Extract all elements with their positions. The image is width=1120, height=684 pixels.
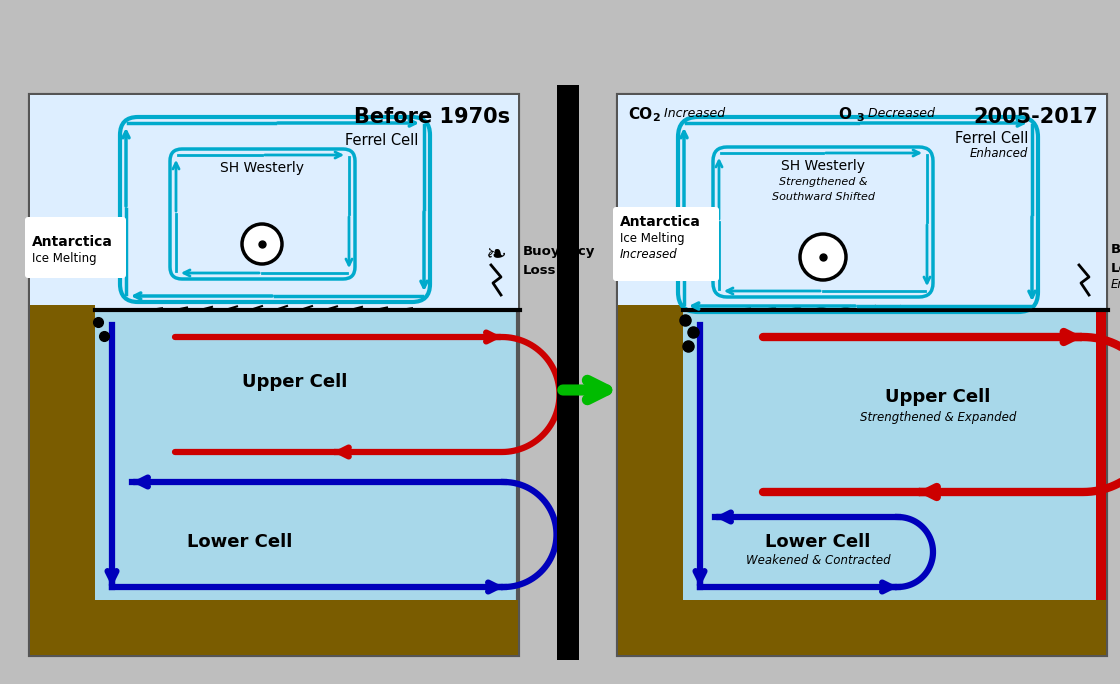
Text: Upper Cell: Upper Cell bbox=[885, 388, 991, 406]
Text: SH Westerly: SH Westerly bbox=[220, 161, 304, 175]
Text: Increased: Increased bbox=[620, 248, 678, 261]
FancyBboxPatch shape bbox=[170, 149, 355, 279]
Text: SH Westerly: SH Westerly bbox=[781, 159, 865, 173]
Text: CO: CO bbox=[628, 107, 652, 122]
Text: Before 1970s: Before 1970s bbox=[354, 107, 510, 127]
Bar bbox=[30, 305, 95, 605]
Bar bbox=[618, 305, 683, 605]
FancyBboxPatch shape bbox=[120, 117, 430, 302]
Text: Loss: Loss bbox=[523, 263, 557, 276]
Text: Upper Cell: Upper Cell bbox=[242, 373, 347, 391]
Text: Ferrel Cell: Ferrel Cell bbox=[954, 131, 1028, 146]
Circle shape bbox=[800, 234, 846, 280]
Text: Strengthened & Expanded: Strengthened & Expanded bbox=[860, 410, 1016, 423]
Text: Ice Melting: Ice Melting bbox=[620, 232, 684, 245]
Text: ❧: ❧ bbox=[485, 243, 506, 267]
FancyBboxPatch shape bbox=[613, 207, 719, 281]
Bar bbox=[30, 600, 517, 655]
Text: Antarctica: Antarctica bbox=[32, 235, 113, 249]
Text: Lower Cell: Lower Cell bbox=[765, 533, 870, 551]
Bar bbox=[618, 95, 1105, 655]
Text: Strengthened &: Strengthened & bbox=[778, 177, 867, 187]
Text: 3: 3 bbox=[856, 113, 864, 123]
Bar bbox=[30, 95, 517, 310]
Text: Ferrel Cell: Ferrel Cell bbox=[345, 133, 418, 148]
Text: Enhanced: Enhanced bbox=[1111, 278, 1120, 291]
Text: Buoyancy: Buoyancy bbox=[523, 246, 596, 259]
Text: Enhanced: Enhanced bbox=[970, 147, 1028, 160]
FancyBboxPatch shape bbox=[25, 217, 125, 278]
Circle shape bbox=[242, 224, 282, 264]
Bar bbox=[618, 600, 1105, 655]
Text: Antarctica: Antarctica bbox=[620, 215, 701, 229]
Text: Southward Shifted: Southward Shifted bbox=[772, 192, 875, 202]
Bar bbox=[618, 95, 1105, 310]
Text: Buoyancy: Buoyancy bbox=[1111, 244, 1120, 256]
FancyBboxPatch shape bbox=[713, 147, 933, 297]
Bar bbox=[1096, 310, 1105, 600]
Text: Decreased: Decreased bbox=[864, 107, 935, 120]
FancyBboxPatch shape bbox=[678, 117, 1038, 312]
Text: 2005-2017: 2005-2017 bbox=[973, 107, 1098, 127]
Bar bbox=[30, 95, 517, 655]
Text: O: O bbox=[838, 107, 851, 122]
Text: Weakened & Contracted: Weakened & Contracted bbox=[746, 553, 890, 566]
Text: Increased: Increased bbox=[660, 107, 725, 120]
Text: Lower Cell: Lower Cell bbox=[187, 533, 292, 551]
Bar bbox=[557, 85, 579, 660]
Text: Loss: Loss bbox=[1111, 261, 1120, 274]
Text: Ice Melting: Ice Melting bbox=[32, 252, 96, 265]
Text: 2: 2 bbox=[652, 113, 660, 123]
